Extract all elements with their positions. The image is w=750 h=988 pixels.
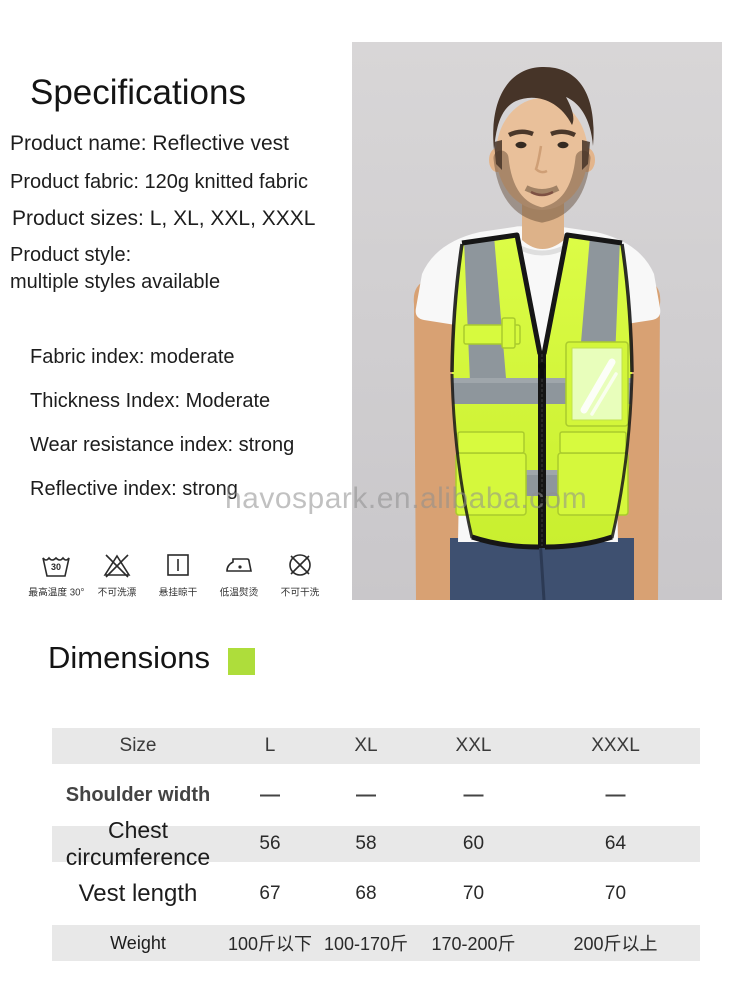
cell: 70 xyxy=(462,882,485,904)
care-label: 悬挂晾干 xyxy=(158,587,198,599)
cell: — xyxy=(260,783,280,806)
dimensions-title: Dimensions xyxy=(48,640,255,676)
header-cell: XL xyxy=(354,735,378,756)
table-row: Weight 100斤以下 100-170斤 170-200斤 200斤以上 xyxy=(52,925,700,961)
cell: 200斤以上 xyxy=(573,934,658,954)
care-item: 30 最高温度 30° xyxy=(26,549,86,600)
cell: 64 xyxy=(604,833,627,854)
wear-index-line: Wear resistance index: strong xyxy=(30,434,295,456)
care-item: 不可干洗 xyxy=(270,549,330,600)
cell: 170-200斤 xyxy=(431,934,516,954)
care-item: 不可洗漂 xyxy=(87,549,147,600)
row-label: Weight xyxy=(110,932,166,953)
no-bleach-icon xyxy=(103,554,131,578)
no-dry-clean-icon xyxy=(289,554,311,576)
care-label: 最高温度 30° xyxy=(28,587,84,599)
care-item: 低温熨烫 xyxy=(209,549,269,600)
model-in-vest-illustration xyxy=(352,42,722,600)
wash-30-icon: 30 xyxy=(42,556,70,577)
cell: 100-170斤 xyxy=(323,934,409,954)
header-cell: Size xyxy=(119,735,157,756)
row-label: Chest circumference xyxy=(65,817,211,870)
specifications-title: Specifications xyxy=(30,73,246,113)
cell: 56 xyxy=(259,833,281,854)
product-sizes-line: Product sizes: L, XL, XXL, XXXL xyxy=(12,207,316,230)
fabric-index-line: Fabric index: moderate xyxy=(30,346,235,368)
table-row: Shoulder width — — — — xyxy=(52,764,700,826)
table-row: Vest length 67 68 70 70 xyxy=(52,862,700,925)
hang-dry-icon xyxy=(167,554,189,576)
iron-low-temp-icon xyxy=(226,558,252,572)
cell: 60 xyxy=(462,833,485,854)
cell: 70 xyxy=(604,882,627,904)
header-cell: L xyxy=(264,735,276,756)
cell: 58 xyxy=(355,833,377,854)
row-label: Vest length xyxy=(78,879,198,907)
cell: — xyxy=(356,783,376,806)
size-table: Size L XL XXL XXXL Shoulder width — — — … xyxy=(52,728,700,961)
product-fabric-line: Product fabric: 120g knitted fabric xyxy=(10,171,308,193)
care-label: 不可洗漂 xyxy=(97,587,137,599)
table-row: Chest circumference 56 58 60 64 xyxy=(52,817,700,870)
cell: — xyxy=(463,783,484,806)
product-name-line: Product name: Reflective vest xyxy=(10,132,289,155)
cell: 67 xyxy=(259,882,281,904)
product-photo xyxy=(352,42,722,600)
cell: — xyxy=(605,783,626,806)
header-cell: XXXL xyxy=(591,735,640,756)
cell: 100斤以下 xyxy=(227,934,313,954)
care-item: 悬挂晾干 xyxy=(148,549,208,600)
reflective-index-line: Reflective index: strong xyxy=(30,478,238,500)
header-cell: XXL xyxy=(455,735,492,756)
dimensions-title-text: Dimensions xyxy=(48,640,210,675)
care-label: 低温熨烫 xyxy=(219,587,259,599)
care-label: 不可干洗 xyxy=(280,587,320,599)
product-style-line2: multiple styles available xyxy=(10,271,221,293)
care-icons-row: 30 最高温度 30° 不可洗漂 悬挂晾干 低温熨烫 xyxy=(26,549,330,600)
cell: 68 xyxy=(355,882,377,904)
product-style-line: Product style: xyxy=(10,244,132,266)
accent-square xyxy=(227,647,255,675)
row-label: Shoulder width xyxy=(65,783,211,806)
thickness-index-line: Thickness Index: Moderate xyxy=(30,390,271,412)
table-header-row: Size L XL XXL XXXL xyxy=(52,728,700,764)
svg-text:30: 30 xyxy=(51,562,61,572)
